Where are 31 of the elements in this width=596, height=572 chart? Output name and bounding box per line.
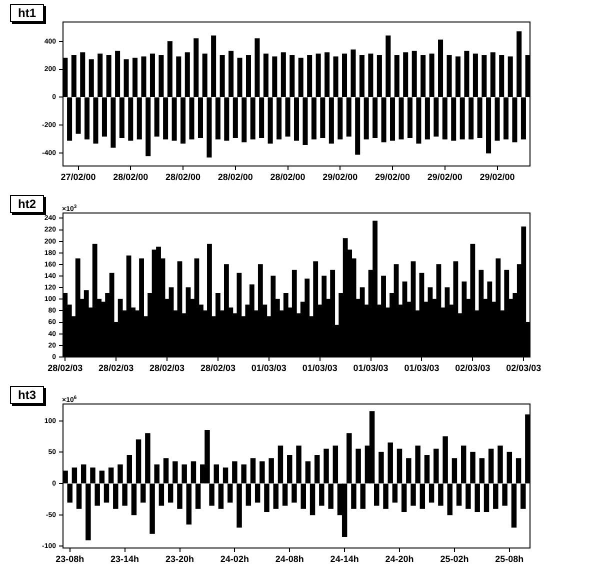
x-tick-label: 28/02/00	[270, 172, 306, 182]
x-tick-label: 27/02/00	[60, 172, 96, 182]
chart-title: ht1	[10, 4, 44, 22]
x-tick-label: 28/02/00	[218, 172, 253, 182]
x-tick-label: 28/02/03	[48, 362, 83, 373]
x-tick-label: 28/02/03	[200, 362, 236, 373]
x-tick-label: 01/03/03	[251, 362, 286, 373]
x-tick-label: 29/02/00	[480, 172, 515, 182]
x-tick-label: 02/03/03	[506, 362, 542, 373]
x-tick-label: 25-02h	[440, 554, 469, 564]
x-tick-label: 29/02/00	[374, 172, 410, 182]
x-tick-label: 23-20h	[165, 554, 194, 564]
x-tick-label: 28/02/03	[98, 362, 134, 373]
x-tick-label: 23-08h	[56, 554, 84, 564]
x-tick-label: 29/02/00	[427, 172, 462, 182]
chart-title: ht3	[10, 386, 44, 404]
x-tick-label: 29/02/00	[322, 172, 358, 182]
x-tick-label: 01/03/03	[302, 362, 338, 373]
x-tick-label: 24-02h	[220, 554, 249, 564]
chart-title: ht2	[10, 195, 44, 213]
x-tick-label: 01/03/03	[404, 362, 440, 373]
x-tick-label: 24-14h	[330, 554, 359, 564]
x-tick-label: 24-20h	[385, 554, 414, 564]
x-tick-label: 25-08h	[495, 554, 524, 564]
x-tick-label: 28/02/00	[113, 172, 148, 182]
x-tick-label: 28/02/03	[149, 362, 185, 373]
x-tick-label: 24-08h	[275, 554, 304, 564]
x-tick-label: 23-14h	[110, 554, 140, 564]
x-tick-label: 28/02/00	[166, 172, 201, 182]
x-tick-label: 02/03/03	[455, 362, 490, 373]
x-tick-label: 01/03/03	[353, 362, 388, 373]
